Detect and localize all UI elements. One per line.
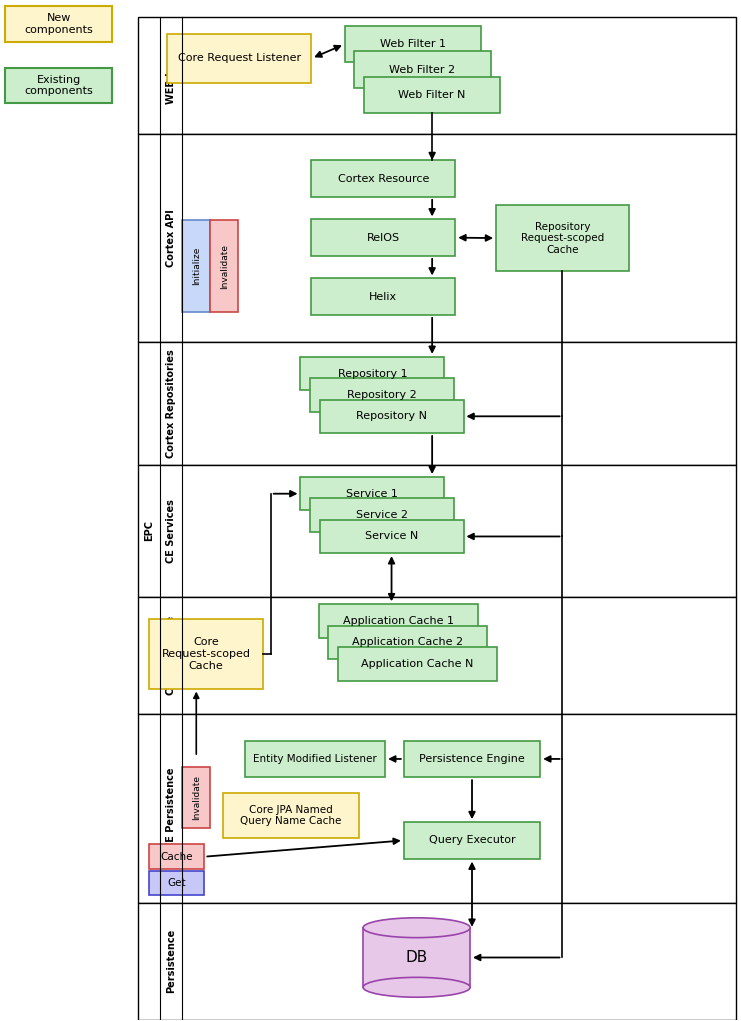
Ellipse shape: [363, 977, 470, 998]
FancyBboxPatch shape: [310, 378, 454, 411]
FancyBboxPatch shape: [149, 871, 205, 895]
FancyBboxPatch shape: [5, 67, 112, 103]
FancyBboxPatch shape: [138, 714, 736, 903]
Text: Service N: Service N: [365, 532, 418, 541]
FancyBboxPatch shape: [138, 16, 736, 134]
Text: Core
Request-scoped
Cache: Core Request-scoped Cache: [162, 637, 250, 671]
FancyBboxPatch shape: [167, 34, 311, 83]
FancyBboxPatch shape: [5, 6, 112, 42]
Text: Repository 1: Repository 1: [338, 369, 407, 379]
FancyBboxPatch shape: [138, 465, 736, 597]
FancyBboxPatch shape: [310, 498, 454, 532]
Text: Web Filter N: Web Filter N: [399, 90, 466, 100]
FancyBboxPatch shape: [138, 903, 736, 1020]
FancyBboxPatch shape: [311, 160, 456, 197]
FancyBboxPatch shape: [138, 597, 736, 714]
Text: Cortex API: Cortex API: [166, 209, 176, 268]
FancyBboxPatch shape: [345, 26, 481, 62]
FancyBboxPatch shape: [319, 520, 464, 553]
Text: DB: DB: [405, 950, 428, 965]
Text: Invalidate: Invalidate: [220, 244, 229, 289]
FancyBboxPatch shape: [300, 477, 445, 510]
Text: WEB Layer: WEB Layer: [166, 46, 176, 104]
Text: New
components: New components: [24, 13, 93, 35]
FancyBboxPatch shape: [404, 822, 540, 859]
Text: CE Core Cache: CE Core Cache: [166, 616, 176, 695]
Text: Repository
Request-scoped
Cache: Repository Request-scoped Cache: [521, 222, 604, 254]
FancyBboxPatch shape: [138, 342, 736, 465]
FancyBboxPatch shape: [311, 220, 456, 256]
Text: Repository 2: Repository 2: [347, 390, 417, 400]
FancyBboxPatch shape: [328, 626, 487, 660]
FancyBboxPatch shape: [311, 279, 456, 315]
Text: Get: Get: [167, 878, 186, 888]
Text: Persistence: Persistence: [166, 929, 176, 993]
FancyBboxPatch shape: [149, 620, 264, 689]
Text: Existing
components: Existing components: [24, 75, 93, 96]
Text: Repository N: Repository N: [356, 411, 427, 422]
FancyBboxPatch shape: [354, 51, 491, 88]
FancyBboxPatch shape: [404, 740, 540, 777]
FancyBboxPatch shape: [496, 205, 629, 272]
Text: Invalidate: Invalidate: [192, 775, 201, 820]
Text: Persistence Engine: Persistence Engine: [419, 753, 525, 764]
FancyBboxPatch shape: [319, 399, 464, 433]
FancyBboxPatch shape: [364, 77, 500, 113]
Text: Web Filter 2: Web Filter 2: [390, 64, 456, 75]
Text: Cortex Resource: Cortex Resource: [338, 174, 429, 184]
Text: CE Persistence: CE Persistence: [166, 768, 176, 849]
FancyBboxPatch shape: [223, 792, 359, 838]
Text: Web Filter 1: Web Filter 1: [380, 39, 446, 49]
FancyBboxPatch shape: [182, 767, 210, 828]
FancyBboxPatch shape: [319, 604, 477, 638]
FancyBboxPatch shape: [138, 134, 736, 342]
Ellipse shape: [363, 918, 470, 937]
Text: Initialize: Initialize: [192, 247, 201, 285]
FancyBboxPatch shape: [149, 844, 205, 869]
Text: Cache: Cache: [161, 852, 193, 862]
FancyBboxPatch shape: [363, 928, 470, 987]
FancyBboxPatch shape: [338, 647, 496, 681]
Text: Application Cache 2: Application Cache 2: [352, 637, 463, 647]
Text: Core Request Listener: Core Request Listener: [178, 53, 301, 63]
FancyBboxPatch shape: [300, 356, 445, 390]
Text: Cortex Repositories: Cortex Repositories: [166, 349, 176, 458]
Text: Core JPA Named
Query Name Cache: Core JPA Named Query Name Cache: [240, 805, 342, 826]
FancyBboxPatch shape: [245, 740, 385, 777]
Text: Service 1: Service 1: [346, 489, 398, 498]
Text: Application Cache 1: Application Cache 1: [342, 616, 453, 626]
Text: Entity Modified Listener: Entity Modified Listener: [253, 753, 377, 764]
Text: Application Cache N: Application Cache N: [361, 659, 473, 669]
FancyBboxPatch shape: [210, 221, 239, 312]
FancyBboxPatch shape: [182, 221, 210, 312]
Text: Query Executor: Query Executor: [429, 835, 515, 845]
Text: EPC: EPC: [144, 521, 154, 541]
Text: CE Services: CE Services: [166, 499, 176, 563]
Text: Helix: Helix: [369, 292, 397, 301]
Text: RelOS: RelOS: [367, 233, 400, 243]
Text: Service 2: Service 2: [356, 510, 408, 520]
